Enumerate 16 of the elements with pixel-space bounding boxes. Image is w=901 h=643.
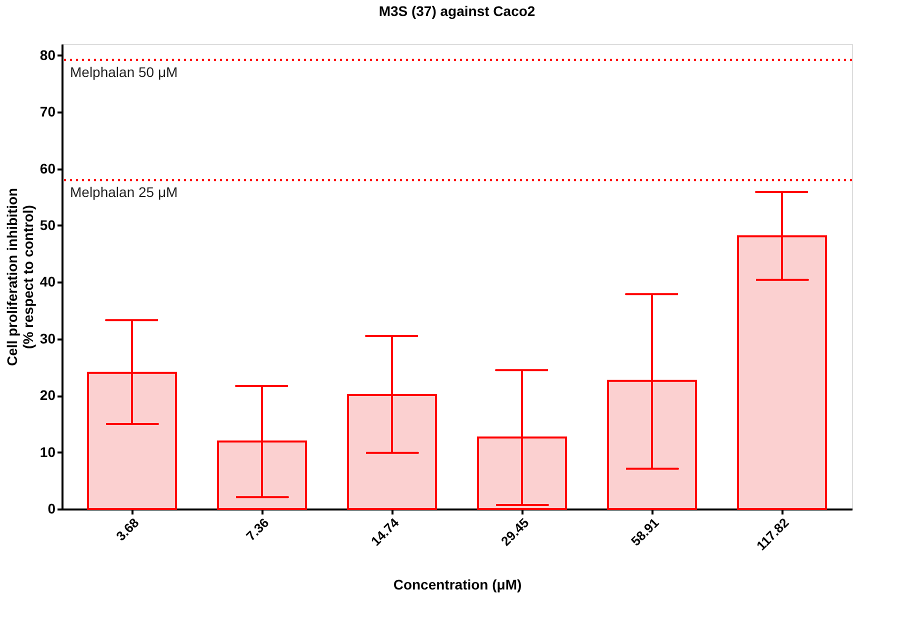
ref-line-label: Melphalan 50 μM — [70, 64, 178, 80]
y-tick-label: 50 — [40, 216, 56, 233]
y-tick-label: 30 — [40, 330, 56, 346]
chart-title: M3S (37) against Caco2 — [378, 3, 536, 19]
x-tick-label: 7.36 — [243, 515, 272, 544]
y-tick-label: 40 — [40, 274, 56, 290]
y-tick-label: 10 — [40, 444, 56, 460]
y-tick-label: 60 — [40, 160, 56, 176]
y-tick-label: 80 — [40, 46, 56, 63]
x-axis-title: Concentration (μM) — [393, 576, 522, 592]
y-tick-label: 20 — [40, 387, 56, 404]
ref-line-label: Melphalan 25 μM — [70, 184, 178, 200]
x-tick-label: 3.68 — [113, 515, 142, 544]
y-tick-label: 0 — [48, 500, 56, 516]
y-axis-title: Cell proliferation inhibition (% respect to control) — [4, 188, 36, 366]
y-tick-label: 70 — [40, 104, 56, 120]
